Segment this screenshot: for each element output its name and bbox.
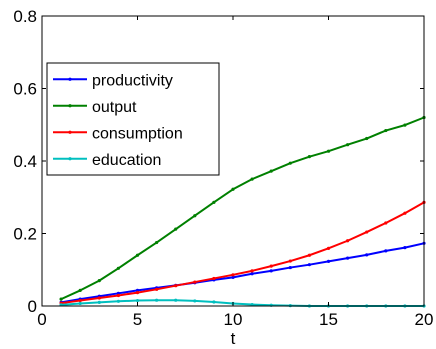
y-tick-label: 0.2 <box>13 225 37 244</box>
data-point <box>135 290 140 295</box>
data-point <box>307 155 311 159</box>
data-point <box>250 302 254 307</box>
data-point <box>78 301 82 306</box>
legend-box <box>46 62 220 176</box>
data-point <box>346 239 350 243</box>
data-point <box>174 227 178 231</box>
data-point <box>365 230 369 234</box>
data-point <box>155 240 159 245</box>
data-point <box>307 253 311 257</box>
data-point <box>326 246 331 250</box>
data-point <box>59 297 63 301</box>
legend-marker <box>68 77 72 81</box>
data-point <box>403 123 407 127</box>
data-point <box>193 299 197 303</box>
data-point <box>193 214 197 218</box>
y-tick-label: 0.4 <box>13 152 37 171</box>
data-point <box>174 298 178 302</box>
data-point <box>346 143 350 147</box>
data-point <box>250 272 254 276</box>
data-point <box>250 269 254 273</box>
legend-marker <box>68 104 72 108</box>
series-layer <box>59 115 426 308</box>
legend-label-consumption: consumption <box>92 125 183 142</box>
y-tick-label: 0 <box>28 297 37 316</box>
series-consumption <box>59 200 426 305</box>
data-point <box>365 253 369 257</box>
data-point <box>269 264 273 268</box>
data-point <box>288 161 292 165</box>
x-tick-label: 15 <box>319 310 338 329</box>
data-point <box>250 177 254 181</box>
x-tick-label: 20 <box>415 310 434 329</box>
data-point <box>116 293 120 298</box>
data-point <box>346 256 350 260</box>
data-point <box>155 298 159 302</box>
data-point <box>212 300 216 304</box>
series-line-consumption <box>60 201 425 305</box>
data-point <box>97 279 101 283</box>
series-line-productivity <box>60 242 425 304</box>
data-point <box>384 249 388 253</box>
data-point <box>288 265 292 270</box>
series-line-output <box>60 116 425 301</box>
data-point <box>288 259 292 263</box>
data-point <box>78 298 82 303</box>
data-point <box>231 275 235 279</box>
data-point <box>212 276 216 281</box>
x-tick-label: 10 <box>224 310 243 329</box>
legend-label-output: output <box>92 99 137 116</box>
data-point <box>97 300 101 304</box>
data-point <box>307 263 311 267</box>
data-point <box>231 187 235 191</box>
data-point <box>174 284 178 288</box>
data-point <box>269 269 273 273</box>
data-point <box>212 200 216 204</box>
data-point <box>116 266 120 270</box>
data-point <box>231 273 235 277</box>
y-tick-label: 0.6 <box>13 80 37 99</box>
data-point <box>135 298 140 303</box>
y-tick-label: 0.8 <box>13 7 37 26</box>
data-point <box>116 299 120 303</box>
data-point <box>403 246 407 250</box>
data-point <box>193 280 197 284</box>
legend-marker <box>68 130 72 134</box>
data-point <box>403 211 407 215</box>
legend-marker <box>68 157 72 161</box>
data-point <box>78 288 82 293</box>
legend: productivity output consumption education <box>46 62 220 176</box>
data-point <box>365 136 369 141</box>
legend-label-productivity: productivity <box>92 72 173 89</box>
data-point <box>384 128 388 133</box>
data-point <box>269 169 273 173</box>
x-tick-label: 0 <box>37 310 46 329</box>
data-point <box>326 149 331 153</box>
axes-layer: 0 5 10 15 20 0 0.2 0.4 0.6 0.8 <box>13 7 433 329</box>
data-point <box>155 287 159 291</box>
x-axis-label: t <box>231 329 236 348</box>
data-point <box>135 253 140 257</box>
data-point <box>97 296 101 300</box>
x-tick-label: 5 <box>133 310 142 329</box>
data-point <box>384 221 388 225</box>
legend-label-education: education <box>92 152 161 169</box>
data-point <box>326 259 331 264</box>
